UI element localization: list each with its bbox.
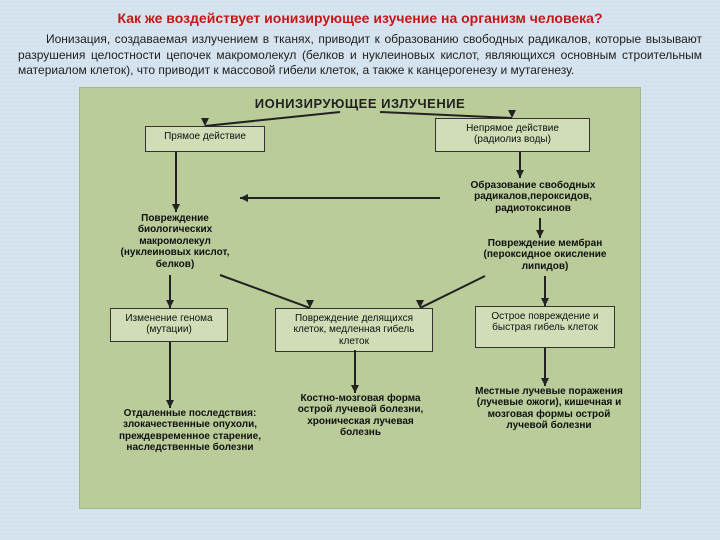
node-macro: Повреждение биологических макромолекул (… bbox=[110, 213, 240, 275]
flowchart-diagram: ИОНИЗИРУЮЩЕЕ ИЗЛУЧЕНИЕ Прямое действие Не… bbox=[79, 87, 641, 509]
intro-paragraph: Ионизация, создаваемая излучением в ткан… bbox=[18, 32, 702, 79]
diagram-title: ИОНИЗИРУЮЩЕЕ ИЗЛУЧЕНИЕ bbox=[80, 96, 640, 111]
node-marrow: Костно-мозговая форма острой лучевой бол… bbox=[288, 393, 433, 448]
node-membrane: Повреждение мембран (пероксидное окислен… bbox=[460, 238, 630, 276]
node-radicals: Образование свободных радикалов,пероксид… bbox=[438, 180, 628, 218]
node-direct: Прямое действие bbox=[145, 126, 265, 152]
node-dividing: Повреждение делящихся клеток, медленная … bbox=[275, 308, 433, 353]
page-title: Как же воздействует ионизирующее изучени… bbox=[18, 10, 702, 26]
node-longterm: Отдаленные последствия: злокачественные … bbox=[100, 408, 280, 463]
node-local: Местные лучевые поражения (лучевые ожоги… bbox=[470, 386, 628, 450]
node-indirect: Непрямое действие (радиолиз воды) bbox=[435, 118, 590, 152]
node-acute: Острое повреждение и быстрая гибель клет… bbox=[475, 306, 615, 348]
node-genome: Изменение генома (мутации) bbox=[110, 308, 228, 342]
